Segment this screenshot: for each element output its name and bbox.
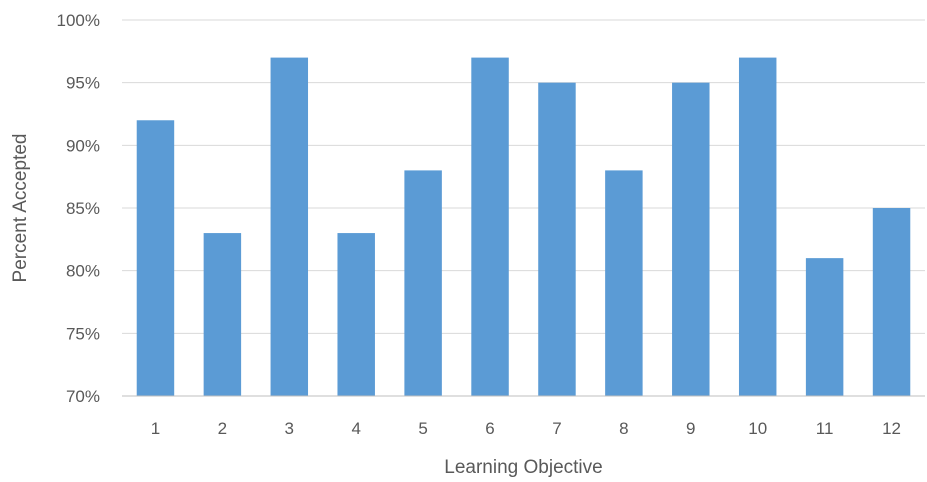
y-tick-label: 85% <box>66 199 100 218</box>
bar <box>538 82 576 397</box>
x-tick-label: 2 <box>218 419 227 438</box>
x-tick-label: 7 <box>552 419 561 438</box>
bar <box>203 233 242 396</box>
x-tick-label: 6 <box>485 419 494 438</box>
bar <box>404 170 442 396</box>
y-axis-title: Percent Accepted <box>10 134 31 283</box>
y-tick-label: 95% <box>66 74 100 93</box>
x-tick-label: 4 <box>351 419 360 438</box>
x-tick-label: 10 <box>748 419 767 438</box>
x-tick-label: 1 <box>151 419 160 438</box>
bar <box>471 57 509 396</box>
y-tick-label: 70% <box>66 387 100 406</box>
x-tick-label: 11 <box>816 419 834 438</box>
bar <box>270 57 309 396</box>
y-tick-label: 75% <box>66 324 100 343</box>
y-tick-label: 80% <box>66 262 100 281</box>
x-axis-tick-labels: 1 2 3 4 5 6 7 8 9 10 11 12 <box>151 419 901 438</box>
bars <box>136 57 911 397</box>
x-tick-label: 5 <box>418 419 427 438</box>
x-tick-label: 8 <box>619 419 628 438</box>
y-tick-label: 90% <box>66 136 100 155</box>
x-tick-label: 3 <box>285 419 294 438</box>
bar <box>136 120 175 397</box>
y-tick-label: 100% <box>57 11 100 30</box>
bar <box>605 170 643 396</box>
bar <box>872 208 911 396</box>
bar <box>805 258 844 396</box>
gridlines <box>122 19 925 334</box>
y-axis-tick-labels: 70% 75% 80% 85% 90% 95% 100% <box>57 11 100 406</box>
bar <box>337 233 375 396</box>
x-tick-label: 9 <box>686 419 695 438</box>
bar <box>738 57 777 396</box>
x-axis-title: Learning Objective <box>444 457 602 478</box>
bar <box>672 82 710 397</box>
x-tick-label: 12 <box>882 419 901 438</box>
